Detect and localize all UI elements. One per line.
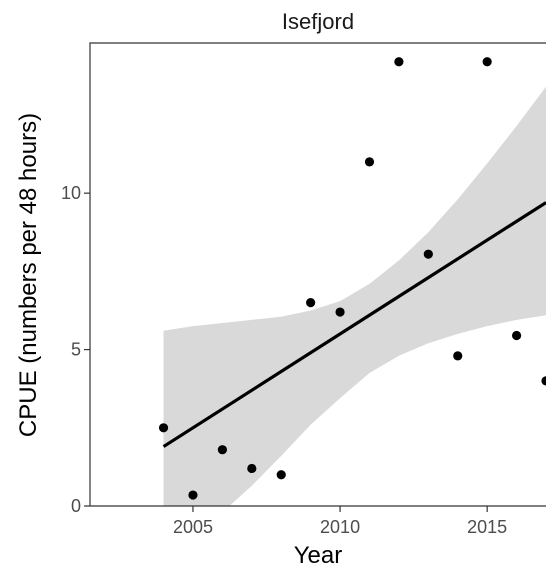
y-tick-label: 5 — [71, 340, 81, 360]
data-point — [335, 307, 345, 317]
data-point — [423, 249, 433, 259]
data-point — [453, 351, 463, 361]
x-tick-label: 2010 — [320, 517, 360, 537]
x-tick-label: 2015 — [467, 517, 507, 537]
data-point — [188, 490, 198, 500]
confidence-band — [163, 86, 546, 506]
data-point — [482, 57, 492, 67]
plot-area — [158, 57, 546, 506]
data-point — [511, 330, 522, 341]
data-point — [541, 376, 546, 386]
x-axis: 2005 2010 2015 — [173, 506, 507, 537]
data-point — [306, 298, 316, 308]
data-point — [158, 423, 169, 433]
y-axis: 0 5 10 — [61, 183, 90, 516]
data-point — [276, 470, 286, 480]
y-tick-label: 0 — [71, 496, 81, 516]
y-axis-label: CPUE (numbers per 48 hours) — [15, 113, 42, 437]
data-point — [217, 445, 227, 455]
trend-line — [162, 201, 546, 448]
chart-title: Isefjord — [282, 9, 354, 34]
y-tick-label: 10 — [61, 183, 81, 203]
x-axis-label: Year — [294, 542, 343, 569]
data-point — [247, 463, 257, 474]
data-point — [394, 57, 404, 67]
x-tick-label: 2005 — [173, 517, 213, 537]
data-point — [364, 157, 375, 167]
data-points — [158, 57, 546, 500]
panel-border — [89, 42, 546, 507]
